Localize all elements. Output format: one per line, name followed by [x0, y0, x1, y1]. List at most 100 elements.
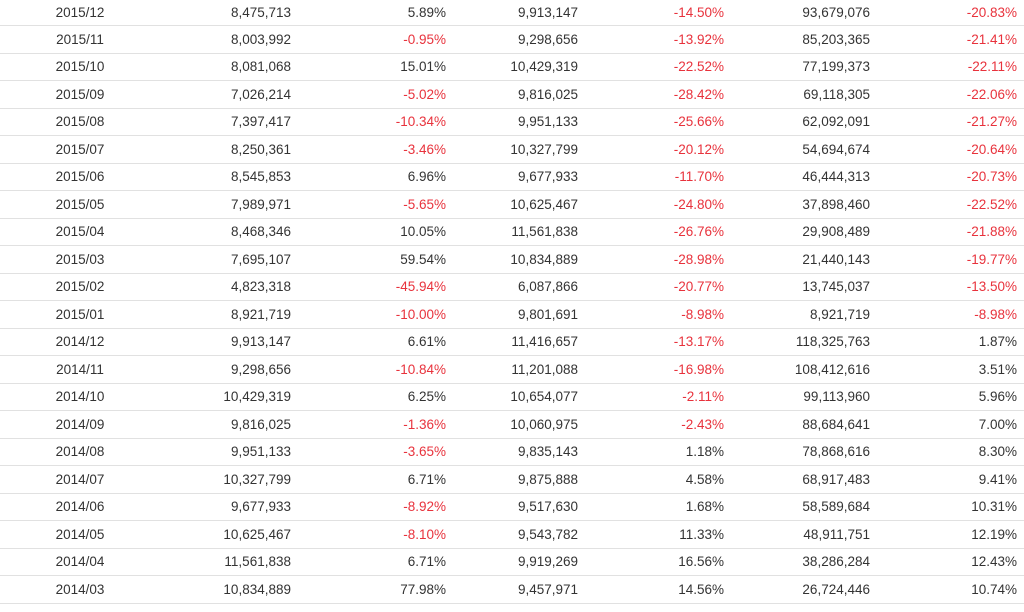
cell-change-b: -13.17%	[578, 328, 724, 356]
cell-value-a: 8,545,853	[155, 163, 291, 191]
cell-period: 2015/12	[0, 0, 155, 26]
cell-change-b: -2.11%	[578, 383, 724, 411]
table-row: 2015/05 7,989,971 -5.65% 10,625,467 -24.80% 3…	[0, 190, 1024, 219]
cell-value-a: 10,625,467	[155, 520, 291, 549]
cell-change-b: 16.56%	[578, 548, 724, 576]
cell-cumulative: 62,092,091	[724, 108, 870, 136]
cell-value-a: 8,081,068	[155, 53, 291, 81]
cell-value-b: 10,327,799	[446, 135, 578, 164]
cell-change-a: 6.71%	[291, 465, 446, 494]
cell-change-cumulative: -20.73%	[870, 163, 1024, 191]
table-row: 2014/06 9,677,933 -8.92% 9,517,630 1.68% 58,5…	[0, 493, 1024, 521]
cell-period: 2014/09	[0, 410, 155, 439]
cell-change-cumulative: -21.27%	[870, 108, 1024, 136]
cell-period: 2014/05	[0, 520, 155, 549]
cell-change-b: 11.33%	[578, 520, 724, 549]
cell-change-cumulative: -8.98%	[870, 300, 1024, 329]
cell-cumulative: 37,898,460	[724, 190, 870, 219]
cell-change-cumulative: -22.06%	[870, 80, 1024, 109]
cell-cumulative: 58,589,684	[724, 493, 870, 521]
cell-change-b: -20.77%	[578, 273, 724, 301]
cell-cumulative: 88,684,641	[724, 410, 870, 439]
table-row: 2015/07 8,250,361 -3.46% 10,327,799 -20.12% 5…	[0, 135, 1024, 164]
cell-change-a: 15.01%	[291, 53, 446, 81]
table-row: 2015/01 8,921,719 -10.00% 9,801,691 -8.98% 8,…	[0, 300, 1024, 329]
cell-change-cumulative: 12.19%	[870, 520, 1024, 549]
cell-period: 2014/10	[0, 383, 155, 411]
cell-value-a: 10,834,889	[155, 575, 291, 604]
cell-change-b: 14.56%	[578, 575, 724, 604]
cell-value-b: 11,201,088	[446, 355, 578, 384]
cell-change-a: 6.61%	[291, 328, 446, 356]
cell-value-b: 11,561,838	[446, 218, 578, 246]
cell-change-cumulative: -19.77%	[870, 245, 1024, 274]
cell-cumulative: 68,917,483	[724, 465, 870, 494]
cell-change-a: -5.02%	[291, 80, 446, 109]
cell-change-b: 1.18%	[578, 438, 724, 466]
cell-change-b: 4.58%	[578, 465, 724, 494]
cell-value-b: 9,677,933	[446, 163, 578, 191]
cell-change-b: 1.68%	[578, 493, 724, 521]
cell-value-a: 8,475,713	[155, 0, 291, 26]
cell-period: 2014/11	[0, 355, 155, 384]
cell-change-b: -20.12%	[578, 135, 724, 164]
cell-period: 2015/08	[0, 108, 155, 136]
cell-value-a: 8,921,719	[155, 300, 291, 329]
cell-cumulative: 8,921,719	[724, 300, 870, 329]
table-row: 2014/07 10,327,799 6.71% 9,875,888 4.58% 68,9…	[0, 465, 1024, 494]
cell-change-a: -8.92%	[291, 493, 446, 521]
cell-value-a: 9,677,933	[155, 493, 291, 521]
cell-change-b: -24.80%	[578, 190, 724, 219]
table-row: 2014/12 9,913,147 6.61% 11,416,657 -13.17% 11…	[0, 328, 1024, 356]
cell-value-b: 9,875,888	[446, 465, 578, 494]
cell-period: 2014/06	[0, 493, 155, 521]
cell-cumulative: 21,440,143	[724, 245, 870, 274]
cell-cumulative: 13,745,037	[724, 273, 870, 301]
cell-period: 2015/04	[0, 218, 155, 246]
table-row: 2014/03 10,834,889 77.98% 9,457,971 14.56% 26…	[0, 575, 1024, 604]
cell-change-a: 5.89%	[291, 0, 446, 26]
cell-change-cumulative: -21.41%	[870, 25, 1024, 54]
cell-value-b: 10,654,077	[446, 383, 578, 411]
cell-period: 2015/01	[0, 300, 155, 329]
cell-change-cumulative: -22.52%	[870, 190, 1024, 219]
table-row: 2014/09 9,816,025 -1.36% 10,060,975 -2.43% 88…	[0, 410, 1024, 439]
cell-value-a: 9,298,656	[155, 355, 291, 384]
cell-value-b: 10,060,975	[446, 410, 578, 439]
cell-period: 2015/05	[0, 190, 155, 219]
cell-value-b: 9,835,143	[446, 438, 578, 466]
cell-change-a: 10.05%	[291, 218, 446, 246]
table-row: 2014/11 9,298,656 -10.84% 11,201,088 -16.98%…	[0, 355, 1024, 384]
cell-change-b: -14.50%	[578, 0, 724, 26]
cell-change-a: -45.94%	[291, 273, 446, 301]
cell-value-b: 9,457,971	[446, 575, 578, 604]
cell-cumulative: 54,694,674	[724, 135, 870, 164]
cell-period: 2015/11	[0, 25, 155, 54]
cell-change-cumulative: -20.83%	[870, 0, 1024, 26]
cell-cumulative: 29,908,489	[724, 218, 870, 246]
cell-period: 2014/03	[0, 575, 155, 604]
cell-value-a: 10,429,319	[155, 383, 291, 411]
table-row: 2015/11 8,003,992 -0.95% 9,298,656 -13.92% 85…	[0, 25, 1024, 54]
cell-change-a: 6.25%	[291, 383, 446, 411]
cell-value-b: 9,913,147	[446, 0, 578, 26]
cell-change-b: -25.66%	[578, 108, 724, 136]
cell-change-a: -8.10%	[291, 520, 446, 549]
cell-value-a: 10,327,799	[155, 465, 291, 494]
cell-value-a: 8,250,361	[155, 135, 291, 164]
cell-change-a: 6.96%	[291, 163, 446, 191]
cell-change-a: 59.54%	[291, 245, 446, 274]
cell-period: 2015/02	[0, 273, 155, 301]
cell-change-b: -11.70%	[578, 163, 724, 191]
cell-value-a: 9,816,025	[155, 410, 291, 439]
cell-change-b: -22.52%	[578, 53, 724, 81]
table-row: 2015/06 8,545,853 6.96% 9,677,933 -11.70% 46,…	[0, 163, 1024, 191]
cell-value-a: 9,913,147	[155, 328, 291, 356]
cell-cumulative: 46,444,313	[724, 163, 870, 191]
cell-change-a: -3.46%	[291, 135, 446, 164]
cell-change-b: -8.98%	[578, 300, 724, 329]
cell-change-b: -13.92%	[578, 25, 724, 54]
cell-cumulative: 26,724,446	[724, 575, 870, 604]
